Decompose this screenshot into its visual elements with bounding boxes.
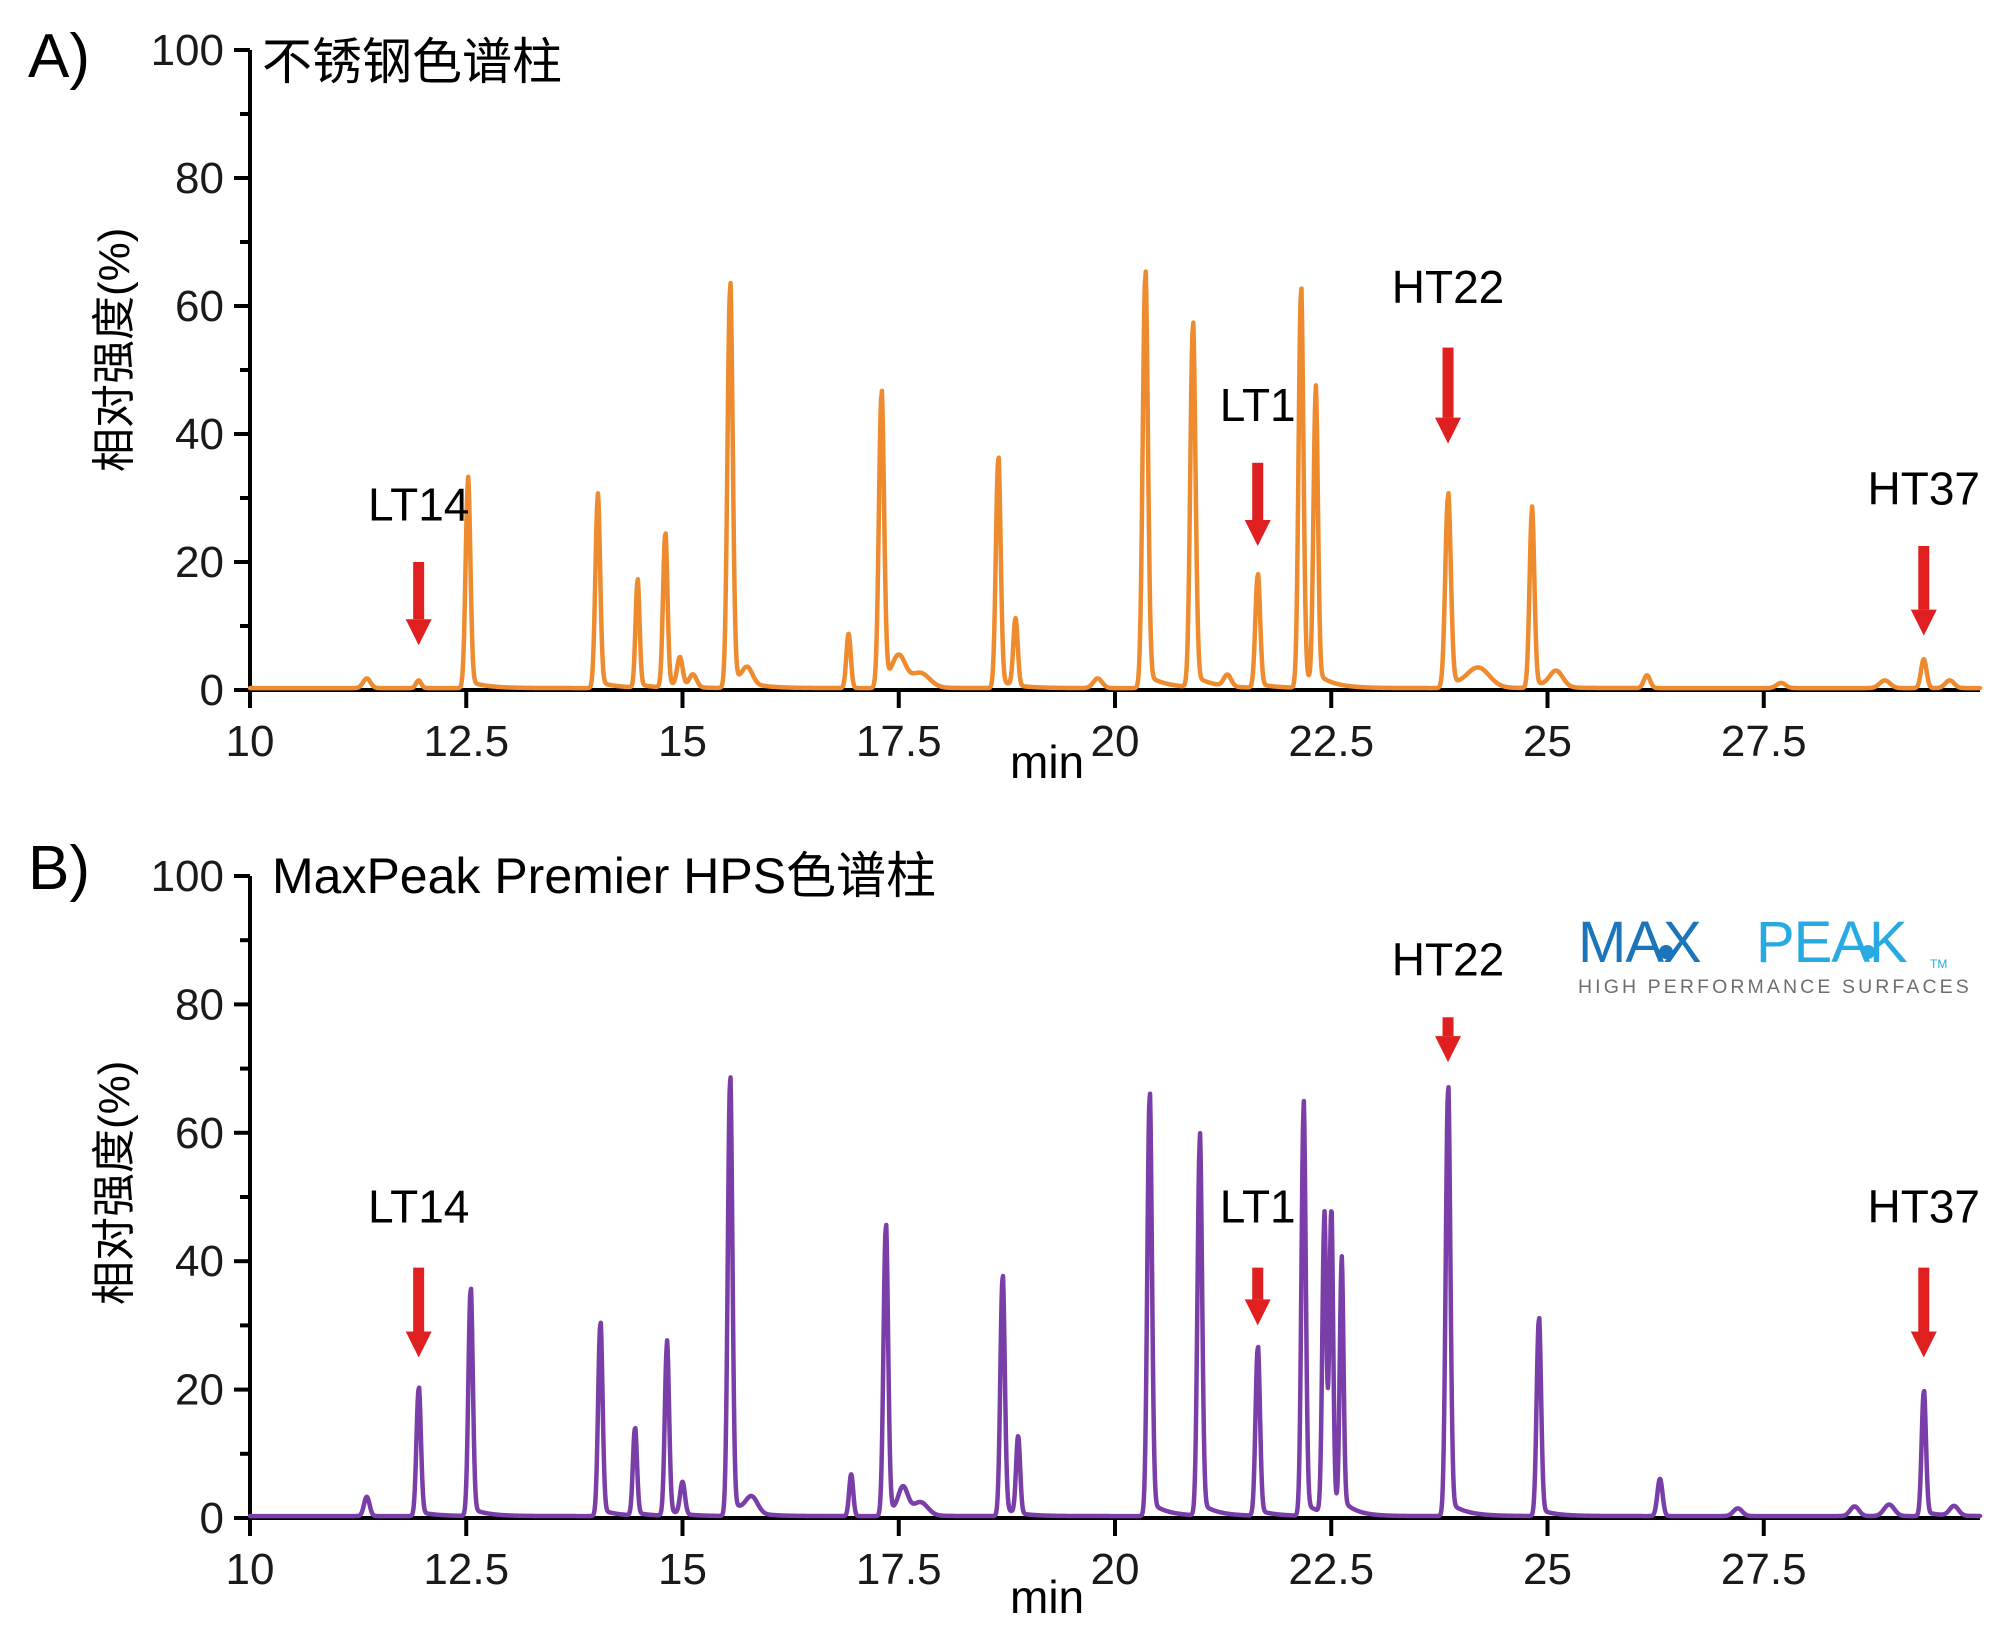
panel-a-x-axis-label: min	[1010, 736, 1085, 788]
svg-text:40: 40	[175, 410, 224, 459]
svg-text:20: 20	[1091, 1545, 1140, 1594]
svg-text:0: 0	[200, 1494, 224, 1543]
annotation-arrow-lt14	[405, 1267, 432, 1358]
svg-text:25: 25	[1523, 717, 1572, 766]
maxpeak-logo: MAX PEAK TM HIGH PERFORMANCE SURFACES	[1578, 912, 1972, 1008]
annotation-label-ht22: HT22	[1392, 934, 1504, 986]
svg-text:12.5: 12.5	[423, 717, 509, 766]
svg-text:10: 10	[226, 1545, 275, 1594]
annotation-label-lt1: LT1	[1220, 1181, 1296, 1233]
svg-text:10: 10	[226, 717, 275, 766]
svg-text:60: 60	[175, 282, 224, 331]
panel-b-x-axis-label: min	[1010, 1571, 1085, 1623]
svg-text:22.5: 22.5	[1288, 717, 1374, 766]
maxpeak-wordmark: MAX PEAK TM	[1578, 912, 1947, 974]
annotation-arrow-ht37	[1910, 1267, 1937, 1358]
annotation-arrow-lt14	[405, 562, 432, 646]
svg-text:22.5: 22.5	[1288, 1545, 1374, 1594]
svg-text:25: 25	[1523, 1545, 1572, 1594]
annotation-label-lt14: LT14	[368, 478, 469, 530]
annotation-label-ht22: HT22	[1392, 261, 1504, 313]
svg-text:60: 60	[175, 1109, 224, 1158]
annotation-arrow-ht22	[1435, 347, 1462, 444]
panel-a-plot: 0 20 40 60 80 100 10 12.5 15 17.5 20 22.5 25 27.5 LT14…	[151, 26, 1983, 766]
svg-text:17.5: 17.5	[856, 717, 942, 766]
panel-b-title: MaxPeak Premier HPS色谱柱	[272, 848, 937, 904]
annotation-arrow-lt1	[1244, 462, 1271, 546]
svg-text:80: 80	[175, 980, 224, 1029]
annotation-label-lt14: LT14	[368, 1181, 469, 1233]
svg-text:0: 0	[200, 666, 224, 715]
annotation-label-lt1: LT1	[1220, 379, 1296, 431]
logo-peak-text: PEAK	[1756, 912, 1908, 974]
svg-text:27.5: 27.5	[1721, 717, 1807, 766]
svg-text:80: 80	[175, 154, 224, 203]
panel-b-letter: B)	[28, 834, 90, 903]
svg-text:15: 15	[658, 1545, 707, 1594]
svg-text:20: 20	[175, 538, 224, 587]
svg-text:27.5: 27.5	[1721, 1545, 1807, 1594]
logo-max-text: MAX	[1578, 912, 1701, 974]
annotation-arrow-ht22	[1435, 1017, 1462, 1063]
svg-text:100: 100	[151, 26, 224, 75]
annotation-label-ht37: HT37	[1868, 462, 1980, 514]
svg-text:100: 100	[151, 852, 224, 901]
panel-a-title: 不锈钢色谱柱	[262, 34, 562, 90]
svg-text:12.5: 12.5	[423, 1545, 509, 1594]
panel-a-letter: A)	[28, 22, 90, 91]
svg-text:20: 20	[1091, 717, 1140, 766]
trademark-symbol: TM	[1930, 957, 1947, 971]
svg-text:17.5: 17.5	[856, 1545, 942, 1594]
maxpeak-tagline: HIGH PERFORMANCE SURFACES	[1578, 976, 1972, 998]
svg-text:15: 15	[658, 717, 707, 766]
svg-text:20: 20	[175, 1366, 224, 1415]
annotation-arrow-lt1	[1244, 1267, 1271, 1326]
panel-b-plot: 0 20 40 60 80 100 10 12.5 15 17.5 20 22.5 25 27.5 LT14…	[151, 852, 1983, 1594]
panel-a: A) 不锈钢色谱柱 相对强度(%) min 0 20 40 60 80 100 10 12.5…	[0, 0, 2000, 800]
annotation-label-ht37: HT37	[1868, 1181, 1980, 1233]
annotation-arrow-ht37	[1910, 546, 1937, 636]
svg-text:40: 40	[175, 1237, 224, 1286]
